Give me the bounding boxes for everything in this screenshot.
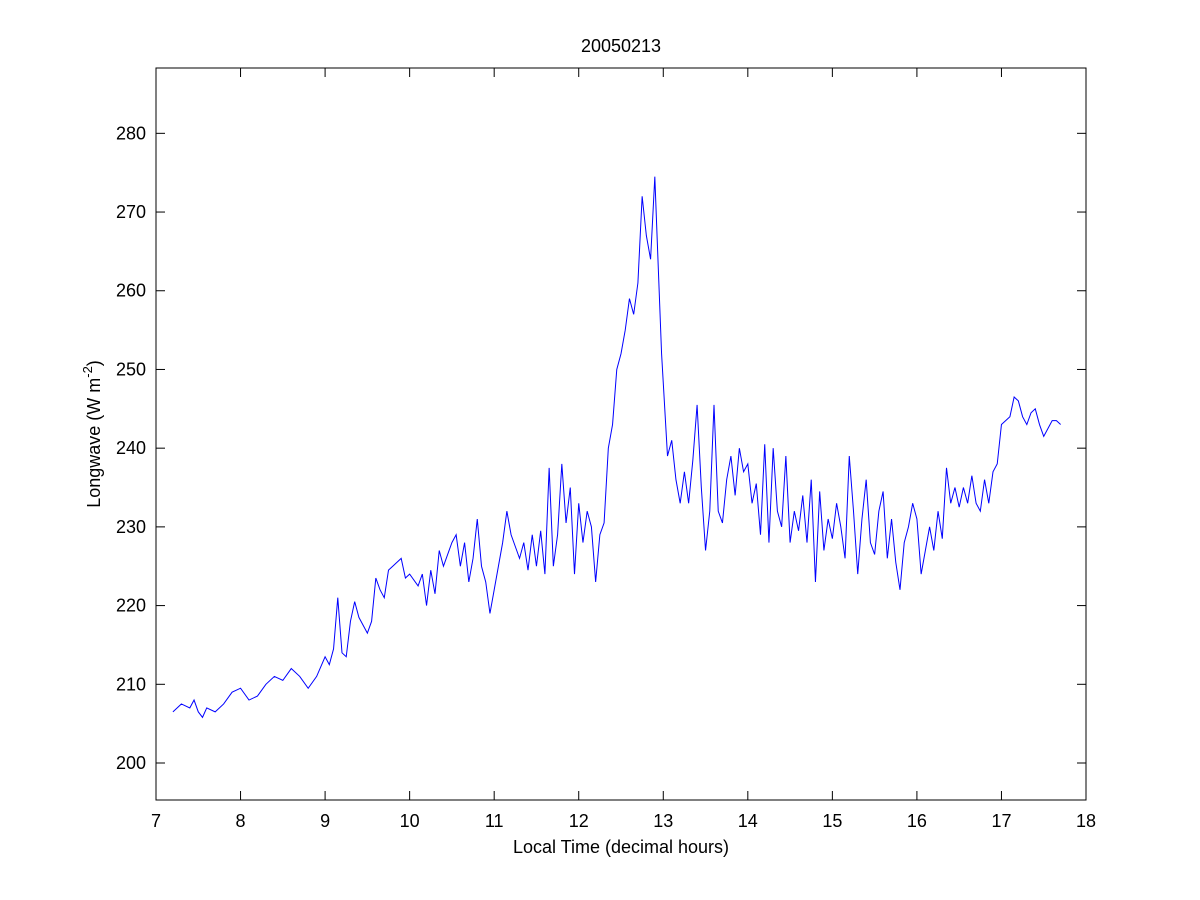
x-tick-label: 7: [151, 811, 161, 831]
data-line: [172, 176, 1061, 719]
x-tick-label: 16: [907, 811, 927, 831]
y-tick-label: 200: [116, 753, 146, 773]
y-axis-label-main: Longwave (W m: [84, 378, 104, 508]
y-tick-label: 250: [116, 359, 146, 379]
plot-frame: [155, 67, 1087, 801]
y-tick-label: 240: [116, 438, 146, 458]
x-tick-label: 9: [320, 811, 330, 831]
x-tick-label: 12: [569, 811, 589, 831]
x-axis-label: Local Time (decimal hours): [513, 837, 729, 857]
y-axis-label-exponent: -2: [80, 366, 95, 378]
x-tick-label: 15: [822, 811, 842, 831]
y-tick-label: 230: [116, 517, 146, 537]
x-tick-label: 8: [236, 811, 246, 831]
y-axis-label: Longwave (W m-2): [80, 360, 104, 508]
y-tick-label: 270: [116, 202, 146, 222]
x-tick-label: 13: [653, 811, 673, 831]
y-tick-label: 280: [116, 123, 146, 143]
y-tick-label: 210: [116, 674, 146, 694]
x-tick-label: 10: [400, 811, 420, 831]
chart-title: 20050213: [581, 36, 661, 56]
x-tick-label: 11: [485, 811, 504, 831]
y-tick-label: 260: [116, 281, 146, 301]
x-tick-label: 18: [1076, 811, 1096, 831]
x-tick-label: 17: [991, 811, 1011, 831]
y-axis-label-end: ): [84, 360, 104, 366]
x-tick-label: 14: [738, 811, 758, 831]
y-tick-label: 220: [116, 596, 146, 616]
